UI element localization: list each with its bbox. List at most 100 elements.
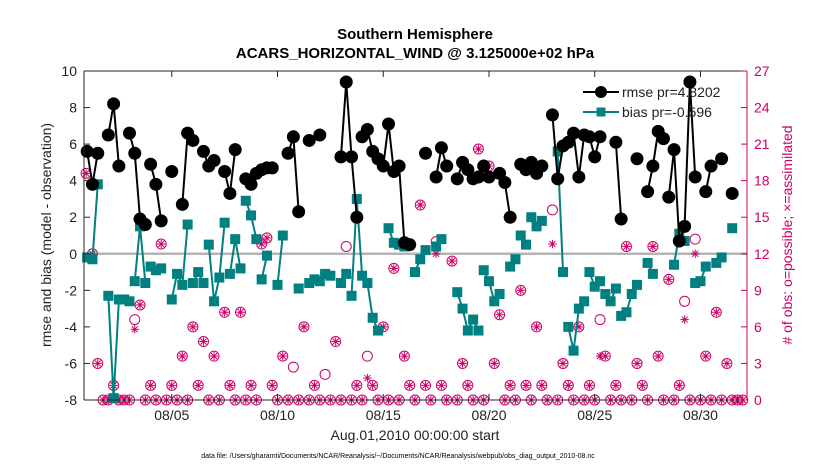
obs-possible-point <box>679 295 691 307</box>
obs-assimilated-point <box>648 242 658 251</box>
y-right-tick-label: 6 <box>754 319 762 335</box>
obs-assimilated-point <box>416 200 425 210</box>
obs-possible-point <box>309 379 321 391</box>
obs-assimilated-point <box>209 351 219 361</box>
obs-possible-point <box>176 350 188 362</box>
bias-point <box>457 303 468 314</box>
obs-assimilated-point <box>622 242 631 251</box>
bias-point <box>632 279 643 290</box>
obs-possible-point <box>224 379 236 391</box>
obs-assimilated-point <box>236 308 245 317</box>
chart-title: Southern Hemisphere <box>337 26 493 43</box>
bias-point <box>362 278 373 289</box>
bias-line <box>276 235 284 285</box>
obs-assimilated-point <box>188 322 198 332</box>
obs-possible-point <box>631 357 643 369</box>
bias-point <box>531 221 542 232</box>
bias-point <box>198 278 209 289</box>
bias-point <box>573 303 584 314</box>
bias-point <box>526 212 537 223</box>
y-right-tick-label: 24 <box>754 100 770 116</box>
obs-assimilated-point <box>81 169 91 178</box>
rmse-point <box>218 165 232 179</box>
obs-possible-point <box>319 368 331 380</box>
bias-point <box>727 223 738 234</box>
bias-point <box>462 325 473 336</box>
obs-possible-point <box>166 379 178 391</box>
rmse-point <box>112 159 126 173</box>
rmse-point <box>699 185 713 199</box>
obs-possible-point <box>673 379 685 391</box>
obs-possible-point <box>330 336 342 348</box>
bias-point <box>108 393 119 404</box>
rmse-point <box>498 175 512 189</box>
obs-possible-point <box>414 199 426 211</box>
obs-possible-point <box>573 321 585 333</box>
y-left-tick-label: -6 <box>65 355 78 371</box>
rmse-point <box>196 144 210 158</box>
rmse-point <box>450 172 464 186</box>
obs-assimilated-point <box>93 359 102 368</box>
obs-assimilated-point <box>611 381 621 390</box>
plot-frame-background <box>84 71 747 400</box>
rmse-point <box>630 152 644 166</box>
rmse-point <box>345 150 359 164</box>
bias-point <box>626 288 637 299</box>
bias-point <box>621 307 632 318</box>
legend-bias-label: bias pr=-0.596 <box>622 104 712 120</box>
obs-possible-point <box>652 350 664 362</box>
rmse-point <box>667 143 681 157</box>
legend: rmse pr=4.8202 bias pr=-0.596 <box>583 84 721 120</box>
bias-point <box>431 241 442 252</box>
rmse-point <box>207 154 221 168</box>
obs-possible-point <box>219 306 231 318</box>
obs-assimilated-point <box>601 351 610 361</box>
obs-possible-point <box>594 314 606 326</box>
rmse-point <box>382 117 396 131</box>
rmse-point <box>646 159 660 173</box>
bias-point <box>203 239 214 250</box>
rmse-point <box>609 135 623 149</box>
rmse-point <box>429 170 443 184</box>
obs-assimilated-point <box>564 381 573 390</box>
obs-assimilated-point <box>495 310 504 319</box>
rmse-point <box>572 170 586 184</box>
rmse-point <box>91 146 105 160</box>
rmse-point <box>656 132 670 146</box>
rmse-point <box>80 144 94 158</box>
obs-possible-point <box>92 357 104 369</box>
obs-possible-point <box>245 379 257 391</box>
bias-point <box>277 230 288 241</box>
bias-point <box>605 296 616 307</box>
bias-point <box>325 270 336 281</box>
bias-point <box>182 219 193 230</box>
obs-assimilated-point <box>178 351 187 361</box>
obs-assimilated-point <box>421 381 430 390</box>
rmse-point <box>672 234 686 248</box>
obs-assimilated-point <box>363 373 372 383</box>
obs-possible-point <box>435 379 447 391</box>
obs-assimilated-point <box>220 308 229 317</box>
rmse-point <box>715 152 729 166</box>
obs-assimilated-point <box>194 381 203 390</box>
bias-point <box>521 239 531 250</box>
plot-area: 08/05 08/10 08/15 08/20 08/25 08/30 -8 -6 -4 -2 0 2… <box>61 63 769 423</box>
obs-possible-point <box>266 379 278 391</box>
rmse-point <box>678 219 692 233</box>
bias-line <box>170 224 189 300</box>
bias-point <box>351 193 362 204</box>
obs-assimilated-point <box>225 381 235 390</box>
bias-point <box>124 296 135 307</box>
rmse-point <box>122 126 136 140</box>
rmse-point <box>85 177 99 191</box>
bias-point <box>103 290 114 301</box>
bias-point <box>246 210 257 221</box>
rmse-point <box>683 75 697 89</box>
x-axis-label: Aug.01,2010 00:00:00 start <box>331 427 500 443</box>
rmse-point <box>614 212 628 226</box>
x-tick-label: 08/05 <box>154 407 189 423</box>
bias-point <box>214 272 225 283</box>
legend-bias-marker <box>596 107 606 117</box>
obs-possible-point <box>536 379 548 391</box>
bias-point <box>230 234 241 245</box>
